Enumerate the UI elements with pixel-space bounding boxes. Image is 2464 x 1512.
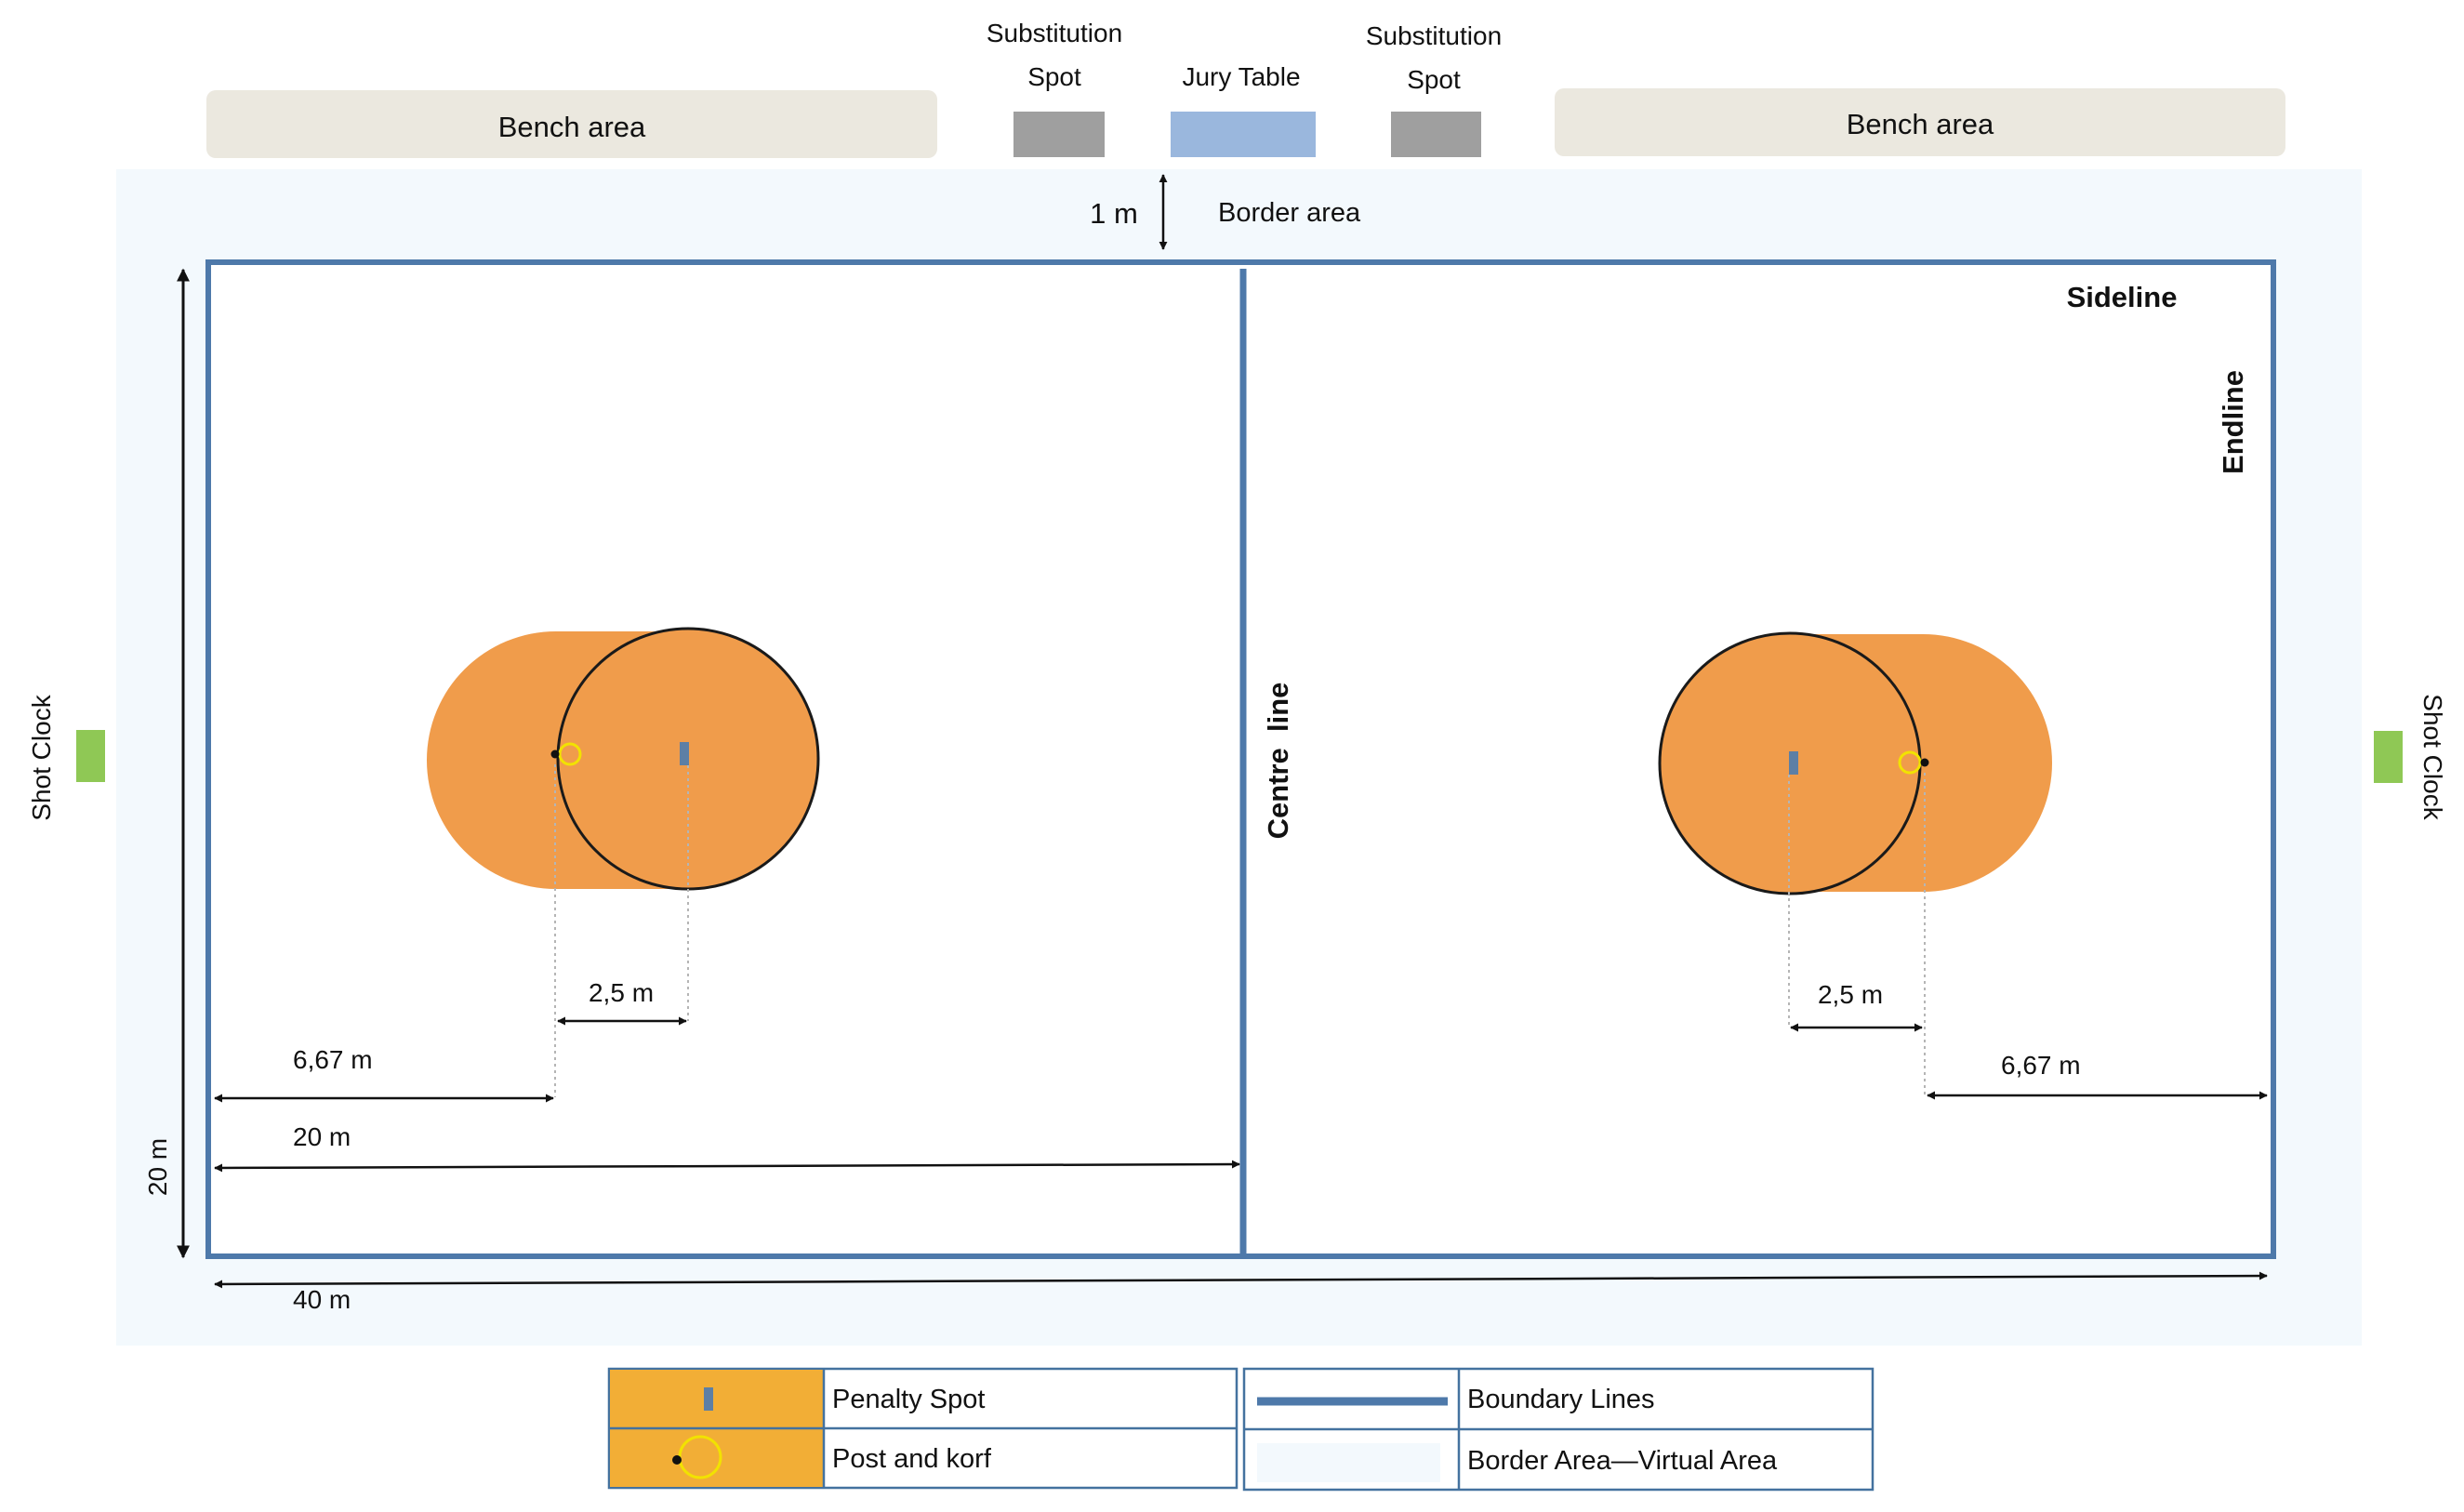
border-area-label: Border area	[1218, 198, 1361, 228]
substitution-spot-left	[1013, 112, 1105, 157]
shot-clock-left	[76, 730, 105, 782]
substitution-spot-right	[1391, 112, 1481, 157]
half-length-arrow	[214, 1160, 1240, 1173]
guide-lines	[554, 764, 1926, 1097]
legend-border-area-label: Border Area—Virtual Area	[1467, 1446, 1778, 1476]
substitution-spot-right-label-2: Spot	[1407, 65, 1461, 94]
bench-area-left	[206, 90, 937, 158]
centre-line-label: Centre line	[1262, 683, 1294, 840]
bench-area-right-label: Bench area	[1847, 108, 1994, 140]
shot-clock-right-label: Shot Clock	[2418, 694, 2447, 820]
left-penalty-spot	[680, 742, 689, 765]
legend: Penalty Spot Post and korf Boundary Line…	[607, 1367, 1874, 1492]
left-korf-ring	[558, 742, 582, 766]
right-korf-ring	[1898, 750, 1922, 775]
right-post-offset-label: 2,5 m	[1818, 980, 1883, 1009]
right-post-dot	[1920, 758, 1929, 767]
shot-clock-left-label: Shot Clock	[27, 694, 56, 820]
post-legend-dot	[672, 1455, 682, 1465]
length-arrow	[214, 1271, 2268, 1289]
shot-clock-right	[2374, 731, 2403, 783]
length-label: 40 m	[293, 1285, 351, 1314]
penalty-spot-legend-icon	[704, 1387, 713, 1411]
left-post-dot	[550, 749, 560, 759]
legend-boundary-lines-label: Boundary Lines	[1467, 1385, 1655, 1414]
left-penalty-distance-label: 6,67 m	[293, 1045, 373, 1074]
bench-area-right	[1555, 88, 2285, 156]
legend-post-korf-label: Post and korf	[832, 1444, 992, 1474]
right-penalty-distance-label: 6,67 m	[2001, 1051, 2081, 1080]
right-penalty-spot	[1789, 751, 1798, 775]
substitution-spot-left-label-2: Spot	[1027, 62, 1081, 91]
jury-table	[1171, 112, 1316, 157]
substitution-spot-left-label-1: Substitution	[987, 19, 1122, 47]
left-post-offset-label: 2,5 m	[589, 978, 654, 1007]
border-area-legend-icon	[1257, 1443, 1440, 1482]
legend-penalty-spot-label: Penalty Spot	[832, 1385, 985, 1414]
width-label: 20 m	[143, 1138, 172, 1196]
border-gap-label: 1 m	[1090, 197, 1138, 230]
substitution-spot-right-label-1: Substitution	[1366, 21, 1502, 50]
legend-korf-swatch	[610, 1429, 824, 1487]
jury-table-label: Jury Table	[1182, 62, 1300, 91]
half-length-label: 20 m	[293, 1122, 351, 1151]
bench-area-left-label: Bench area	[498, 111, 646, 143]
endline-label: Endline	[2217, 370, 2249, 474]
legend-penalty-swatch	[610, 1370, 824, 1428]
sideline-label: Sideline	[2067, 281, 2178, 313]
